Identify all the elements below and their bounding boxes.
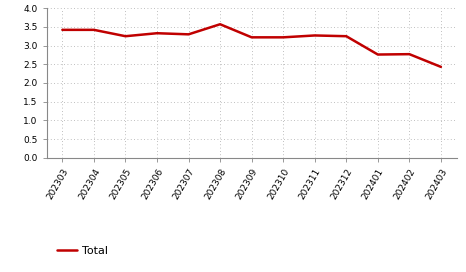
Total [249, 36, 254, 39]
Total [154, 32, 160, 35]
Total [312, 34, 317, 37]
Total [60, 28, 65, 32]
Total [281, 36, 286, 39]
Total [375, 53, 381, 56]
Total [123, 35, 128, 38]
Line: Total: Total [62, 24, 441, 67]
Total [186, 33, 192, 36]
Total [217, 23, 223, 26]
Total [406, 52, 412, 56]
Legend: Total: Total [52, 241, 113, 260]
Total [438, 65, 444, 69]
Total [343, 35, 349, 38]
Total [91, 28, 97, 32]
